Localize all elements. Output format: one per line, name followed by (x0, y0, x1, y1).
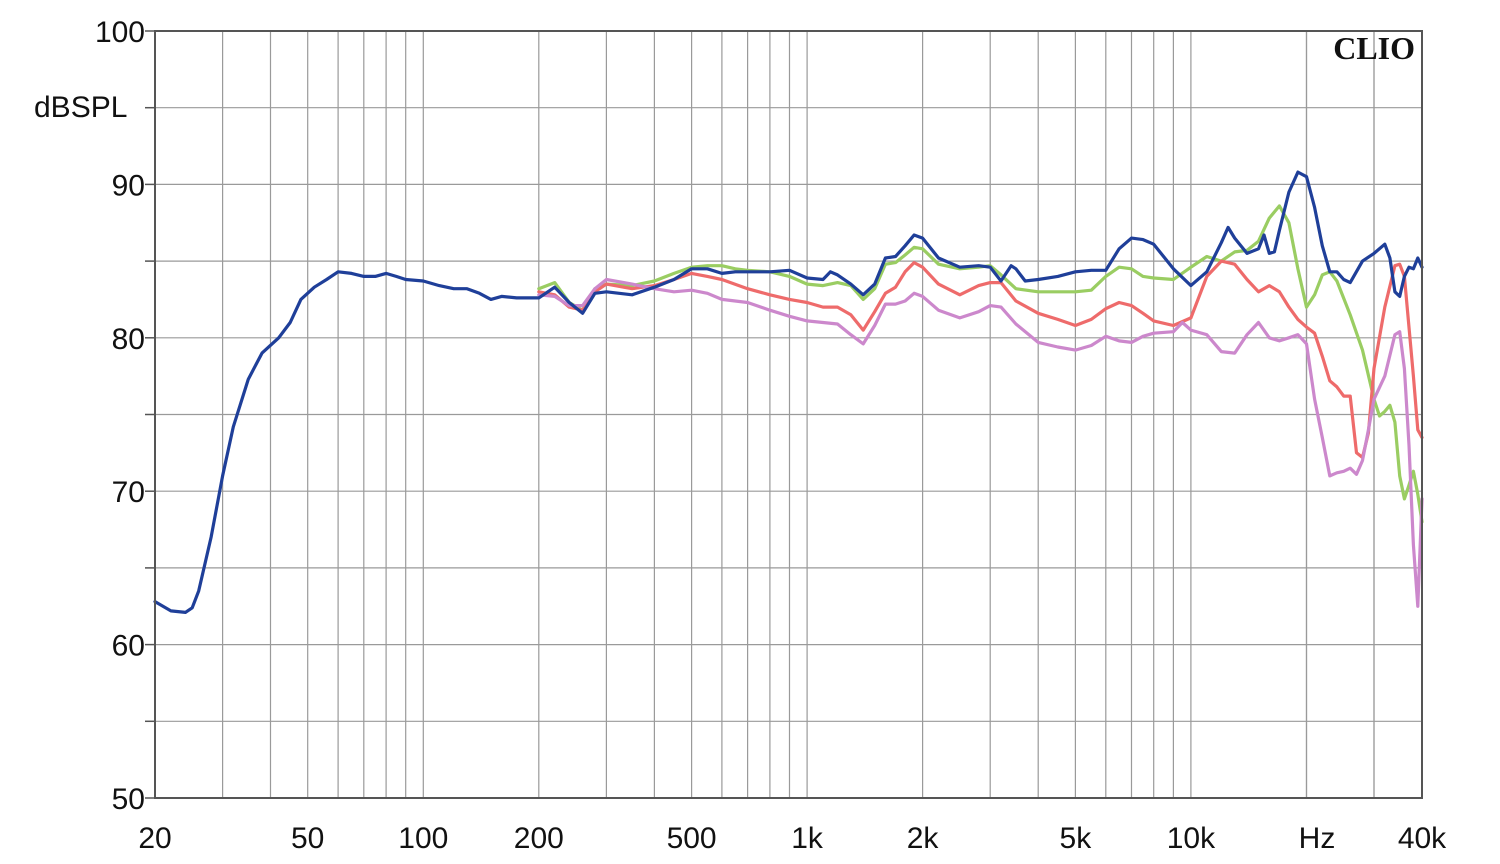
x-tick-label: 500 (667, 822, 717, 855)
series-line-3 (537, 277, 1424, 608)
series-layer (153, 170, 1424, 614)
series-line-2 (537, 259, 1424, 460)
x-tick-label: 10k (1167, 822, 1216, 855)
x-tick-label: 20 (138, 822, 171, 855)
y-tick-labels: 50 60 70 80 90 100 (95, 16, 145, 816)
y-tick-label: 100 (95, 16, 145, 49)
x-tick-label: 1k (791, 822, 824, 855)
plot-frame (154, 30, 1423, 799)
x-tick-label: 50 (291, 822, 324, 855)
series-line-4 (153, 170, 1424, 614)
x-tick-label: 2k (907, 822, 940, 855)
y-tick-label: 90 (112, 169, 145, 202)
x-tick-label: 100 (398, 822, 448, 855)
x-tick-labels: 20 50 100 200 500 1k 2k 5k 10k 40k (138, 822, 1447, 855)
x-axis-unit-label: Hz (1299, 822, 1336, 855)
x-tick-label: 200 (514, 822, 564, 855)
x-tick-label: 5k (1060, 822, 1093, 855)
x-tick-label: 40k (1398, 822, 1447, 855)
series-line-1 (537, 204, 1424, 524)
y-tick-label: 60 (112, 630, 145, 663)
y-tick-label: 80 (112, 323, 145, 356)
clio-logo-text: CLIO (1333, 30, 1415, 66)
y-axis-label: dBSPL (34, 91, 127, 124)
y-tick-label: 70 (112, 476, 145, 509)
y-tick-label: 50 (112, 783, 145, 816)
